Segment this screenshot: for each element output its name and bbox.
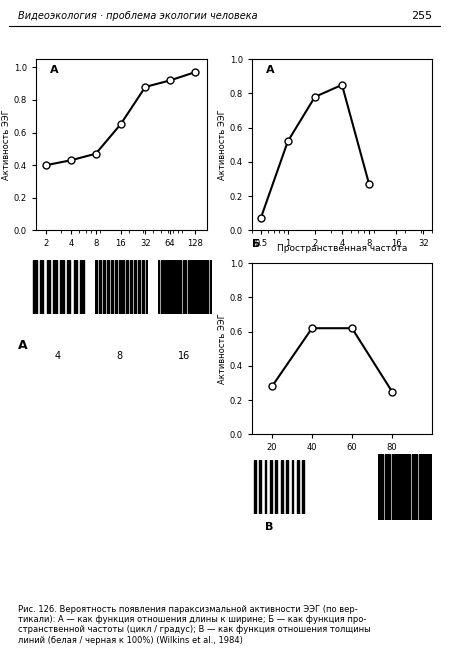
Bar	[146, 260, 148, 314]
Bar	[292, 460, 293, 514]
Y-axis label: Активность ЭЭГ: Активность ЭЭГ	[218, 313, 227, 384]
Text: В: В	[266, 522, 274, 532]
Bar	[425, 454, 431, 520]
Bar	[67, 260, 70, 314]
Bar	[74, 260, 77, 314]
Bar	[188, 260, 189, 314]
Bar	[115, 260, 117, 314]
Bar	[173, 260, 174, 314]
Bar	[254, 460, 256, 514]
Bar	[60, 260, 63, 314]
Bar	[195, 260, 196, 314]
Text: Пространственная частота: Пространственная частота	[277, 244, 407, 253]
Bar	[200, 260, 201, 314]
Bar	[207, 260, 208, 314]
Bar	[107, 260, 109, 314]
Bar	[281, 460, 283, 514]
Bar	[163, 260, 164, 314]
Bar	[286, 460, 288, 514]
Text: А: А	[18, 339, 27, 352]
Bar	[142, 260, 144, 314]
Bar	[265, 460, 266, 514]
Bar	[302, 460, 304, 514]
Bar	[158, 260, 159, 314]
Text: Видеоэкология · проблема экологии человека: Видеоэкология · проблема экологии челове…	[18, 11, 257, 21]
Bar	[275, 460, 277, 514]
Bar	[168, 260, 169, 314]
Bar	[103, 260, 105, 314]
Bar	[40, 260, 43, 314]
Bar	[418, 454, 424, 520]
Bar	[180, 260, 181, 314]
Bar	[111, 260, 113, 314]
Bar	[178, 260, 179, 314]
Bar	[270, 460, 272, 514]
Bar	[99, 260, 101, 314]
Bar	[138, 260, 140, 314]
Bar	[119, 260, 121, 314]
Bar	[210, 260, 211, 314]
Bar	[122, 260, 124, 314]
Bar	[185, 260, 186, 314]
Bar	[412, 454, 417, 520]
Bar	[259, 460, 261, 514]
Text: Рис. 126. Вероятность появления параксизмальной активности ЭЭГ (по вер-
тикали):: Рис. 126. Вероятность появления параксиз…	[18, 605, 371, 645]
Bar	[392, 454, 397, 520]
Bar	[54, 260, 57, 314]
Text: A: A	[50, 65, 58, 75]
Bar	[95, 260, 97, 314]
Text: 16: 16	[178, 351, 191, 361]
Bar	[161, 260, 162, 314]
Bar	[193, 260, 194, 314]
Text: A: A	[266, 65, 275, 75]
Bar	[183, 260, 184, 314]
Bar	[205, 260, 206, 314]
Bar	[202, 260, 203, 314]
Bar	[405, 454, 410, 520]
Bar	[398, 454, 404, 520]
Y-axis label: Активность ЭЭГ: Активность ЭЭГ	[218, 109, 227, 180]
Text: 4: 4	[54, 351, 60, 361]
Bar	[385, 454, 390, 520]
Bar	[33, 260, 36, 314]
Bar	[297, 460, 299, 514]
Bar	[190, 260, 191, 314]
Bar	[134, 260, 136, 314]
Bar	[126, 260, 128, 314]
Bar	[47, 260, 50, 314]
Text: 8: 8	[116, 351, 122, 361]
Bar	[378, 454, 383, 520]
Text: Б: Б	[252, 239, 261, 249]
Bar	[130, 260, 132, 314]
Text: 255: 255	[411, 11, 432, 21]
Y-axis label: Активность ЭЭГ: Активность ЭЭГ	[2, 109, 11, 180]
Bar	[81, 260, 84, 314]
